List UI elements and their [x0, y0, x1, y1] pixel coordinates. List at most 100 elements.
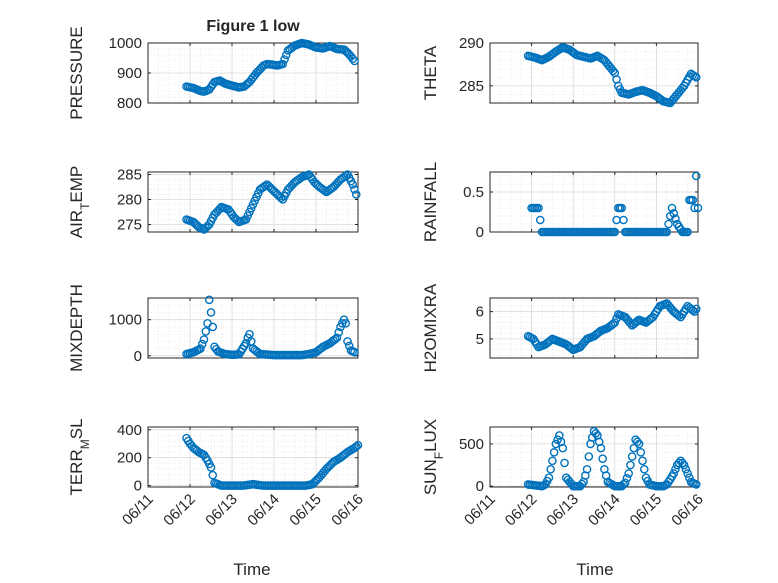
y-tick-label: 0 [476, 478, 484, 495]
data-point [617, 203, 627, 213]
data-point [278, 59, 288, 69]
subplot-air-temp: 275 280 285 AIRTEMP [67, 166, 361, 239]
y-tick-label: 280 [117, 192, 142, 209]
y-tick-label: 290 [459, 35, 484, 52]
data-point [693, 203, 703, 213]
subplot-theta: 285 290 THETA [421, 35, 701, 108]
data-point [330, 334, 340, 344]
data-point [544, 473, 554, 483]
axes-box [147, 297, 359, 359]
data-point [280, 55, 289, 64]
data-point [206, 308, 216, 317]
y-tick-label: 1000 [109, 312, 142, 329]
data-point [638, 456, 647, 466]
y-tick-label: 800 [117, 95, 142, 112]
y-tick-label: 0 [134, 348, 142, 365]
data-point [551, 439, 561, 449]
data-point [549, 448, 559, 457]
data-point [558, 443, 568, 453]
data-point [664, 219, 673, 229]
y-tick-label: 0.5 [463, 184, 484, 201]
data-point [332, 333, 342, 343]
y-axis-label: THETA [421, 45, 440, 100]
data-point [669, 209, 679, 218]
data-point [534, 203, 543, 213]
data-point [683, 227, 692, 237]
data-point [639, 464, 649, 474]
data-point [691, 171, 701, 181]
data-point [671, 214, 680, 223]
y-tick-label: 200 [117, 450, 142, 467]
data-point [624, 469, 633, 478]
figure-title: Figure 1 low [206, 18, 300, 35]
data-point [633, 437, 642, 447]
data-point [204, 295, 214, 305]
data-point [619, 215, 628, 225]
data-point [591, 429, 601, 438]
data-point [690, 203, 699, 213]
data-point [560, 458, 569, 468]
data-point [348, 54, 358, 64]
data-point [208, 322, 218, 332]
axes-box [147, 171, 359, 233]
data-point [678, 458, 687, 468]
subplot-rainfall: 0 0.5 RAINFALL [421, 162, 703, 242]
data-point [669, 469, 679, 478]
y-tick-label: 0 [476, 224, 484, 241]
y-axis-label: SUNFLUX [421, 419, 446, 495]
y-axis-label: H2OMIXRA [421, 283, 440, 372]
data-point [671, 464, 680, 474]
data-point [619, 480, 628, 489]
data-point [679, 460, 689, 470]
y-tick-label: 285 [117, 167, 142, 184]
data-point [683, 469, 692, 478]
y-axis-label: AIRTEMP [67, 166, 92, 239]
data-point [548, 456, 557, 466]
data-point [584, 452, 594, 461]
subplot-pressure: 800 900 1000 PRESSURE [67, 26, 359, 120]
axes-box [489, 42, 699, 104]
axes-box [489, 297, 699, 359]
data-point [690, 71, 699, 81]
data-point [535, 215, 545, 225]
data-point [598, 454, 607, 463]
y-axis-label: TERRMSL [67, 418, 92, 495]
y-axis-label: MIXDEPTH [67, 284, 86, 372]
data-point [206, 463, 216, 472]
data-point [596, 443, 606, 453]
data-point [610, 318, 620, 327]
data-point [629, 443, 639, 453]
data-point [691, 304, 701, 314]
data-point [662, 227, 672, 237]
y-tick-label: 500 [459, 436, 484, 453]
data-point [196, 344, 205, 353]
y-tick-label: 275 [117, 217, 142, 234]
y-axis-label: RAINFALL [421, 162, 440, 242]
data-point [260, 181, 270, 191]
data-point [627, 452, 637, 461]
data-point [341, 319, 351, 328]
data-point [691, 72, 701, 82]
data-point [622, 473, 632, 483]
subplot-h2omixra: 5 6 H2OMIXRA [421, 283, 701, 372]
y-tick-label: 5 [476, 331, 484, 348]
y-axis-label: PRESSURE [67, 26, 86, 120]
y-tick-label: 6 [476, 304, 484, 321]
data-point [353, 440, 363, 450]
x-axis-label-right: Time [576, 560, 613, 579]
data-point [350, 347, 359, 357]
y-tick-label: 1000 [109, 35, 142, 52]
data-point [348, 180, 358, 189]
data-point [351, 442, 361, 451]
data-point [620, 478, 630, 488]
data-point [608, 66, 618, 76]
data-point [334, 328, 344, 337]
data-point [626, 460, 635, 470]
y-tick-label: 400 [117, 422, 142, 439]
data-point [546, 464, 555, 474]
y-tick-label: 900 [117, 65, 142, 82]
data-point [582, 464, 592, 474]
data-point [688, 195, 698, 205]
